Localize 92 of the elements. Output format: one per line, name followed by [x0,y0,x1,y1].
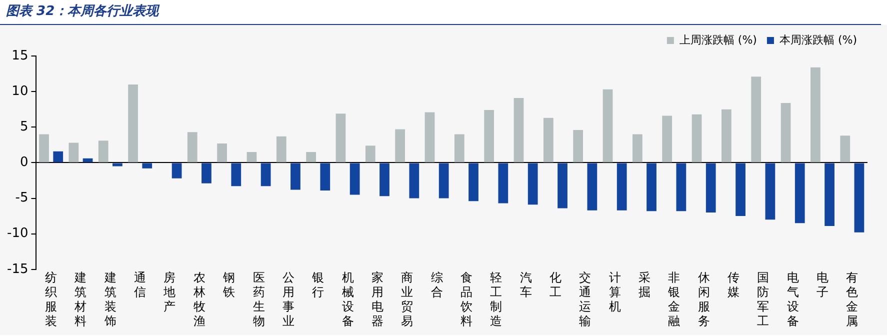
bar [840,136,850,162]
x-tick-label: 电子 [816,270,828,300]
bar [662,116,672,162]
x-tick-label: 农林牧渔 [192,270,206,328]
bar [810,67,820,162]
bar [573,130,584,162]
x-tick-label: 综合 [430,270,443,300]
chart-title: 图表 32：本周各行业表现 [0,0,881,25]
x-tick-label: 有色金属 [846,270,858,328]
x-tick-label: 纺织服装 [45,270,58,328]
y-tick-label: 5 [20,120,28,135]
x-tick-label: 休闲服务 [698,270,710,328]
bar [514,98,524,162]
y-tick-label: -10 [7,226,28,242]
bar [854,163,864,232]
y-tick-label: 10 [12,84,28,99]
bar [587,163,598,210]
x-tick-label: 电气设备 [786,270,799,328]
bar [780,102,791,162]
bar [794,163,805,224]
bar [276,136,286,162]
x-tick-label: 公用事业 [282,270,294,328]
bar [646,163,656,212]
x-tick-label: 计算机 [608,270,621,314]
bar [424,112,435,162]
bar [543,118,554,162]
x-tick-label: 通信 [134,270,146,300]
x-tick-label: 食品饮料 [459,270,472,328]
bar [676,163,686,212]
bar [53,151,64,162]
bar [128,84,138,162]
bar [217,143,227,162]
x-tick-label: 国防军工 [757,270,770,328]
bar [765,163,776,220]
bar [142,163,152,168]
bar [468,163,478,202]
bar [306,152,316,162]
x-tick-label: 房地产 [162,270,176,314]
bar [320,163,330,190]
bar [498,163,508,204]
x-tick-label: 采掘 [638,270,650,300]
bar [336,114,346,162]
bar [395,129,405,162]
x-tick-label: 交通运输 [579,270,592,328]
x-tick-label: 家用电器 [371,270,384,328]
bar [484,110,494,162]
bar [722,109,732,162]
bar [558,163,568,208]
bar [187,132,198,162]
bar [172,163,182,178]
x-tick-label: 医药生物 [252,270,265,328]
bar [602,89,613,162]
bar [824,163,834,226]
bar [692,114,702,162]
legend-label: 上周涨跌幅 (%) [679,33,757,46]
bar [350,163,360,195]
x-tick-label: 建筑装饰 [103,270,116,328]
y-tick-label: -5 [15,190,28,206]
x-tick-label: 钢铁 [222,270,236,300]
bar [202,163,212,184]
bar [751,76,762,162]
bar [736,163,746,216]
bar [68,142,79,162]
x-tick-label: 汽车 [520,270,532,300]
x-tick-label: 机械设备 [342,270,354,328]
bar [380,163,390,196]
y-tick-label: 0 [20,155,28,170]
legend-label: 本周涨跌幅 (%) [779,33,858,46]
bar [706,163,716,212]
x-tick-label: 商业贸易 [401,270,414,328]
bar [39,134,49,162]
x-tick-label: 非银金融 [667,270,680,328]
x-tick-label: 建筑材料 [74,270,87,328]
bar [616,163,627,210]
y-tick-label: 15 [12,48,28,64]
bar [454,134,464,162]
x-tick-label: 轻工制造 [490,270,502,328]
x-tick-label: 传媒 [727,270,740,300]
x-tick-label: 化工 [549,270,562,300]
bar [632,134,642,162]
bar [528,163,538,205]
bar [260,163,271,186]
x-tick-label: 银行 [311,270,324,300]
bar [365,146,376,162]
bar [112,163,122,166]
bar [290,163,300,190]
bar [409,163,420,198]
y-tick-label: -15 [7,262,28,277]
bar [438,163,449,198]
bar [98,140,108,162]
bar [246,152,257,162]
bar [231,163,242,186]
